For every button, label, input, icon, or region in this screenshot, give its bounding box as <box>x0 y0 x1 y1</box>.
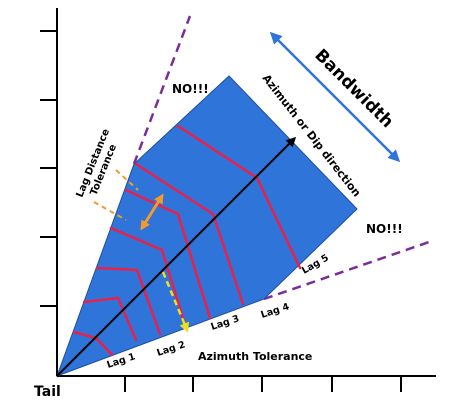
axes <box>40 8 436 392</box>
x-axis-ticks <box>124 376 402 392</box>
direction-arrow <box>56 136 297 377</box>
tail-label: Tail <box>34 384 61 400</box>
lag-line <box>176 124 302 270</box>
lag-label: Lag 2 <box>156 339 187 358</box>
no-right-label: NO!!! <box>366 222 403 236</box>
bandwidth-arrow <box>269 31 401 163</box>
lag-line <box>95 266 162 336</box>
azimuth-tolerance-label: Azimuth Tolerance <box>198 350 312 363</box>
lag-tolerance-arrow <box>140 193 164 231</box>
lag-distance-tolerance-guides <box>93 169 139 221</box>
tolerance-guide-line <box>93 201 127 221</box>
bandwidth-label: Bandwidth <box>310 45 397 132</box>
tolerance-guide-line <box>115 169 139 191</box>
lag-line <box>134 162 245 306</box>
y-axis-ticks <box>40 30 57 307</box>
lag-label: Lag 4 <box>260 301 292 321</box>
lag-line <box>109 226 188 330</box>
no-upper-label: NO!!! <box>172 82 209 96</box>
lag-lines <box>72 124 302 357</box>
azimuth-tolerance-arrow <box>161 271 189 333</box>
upper-limit-dashed-line <box>132 15 192 165</box>
lag-line <box>82 296 138 342</box>
